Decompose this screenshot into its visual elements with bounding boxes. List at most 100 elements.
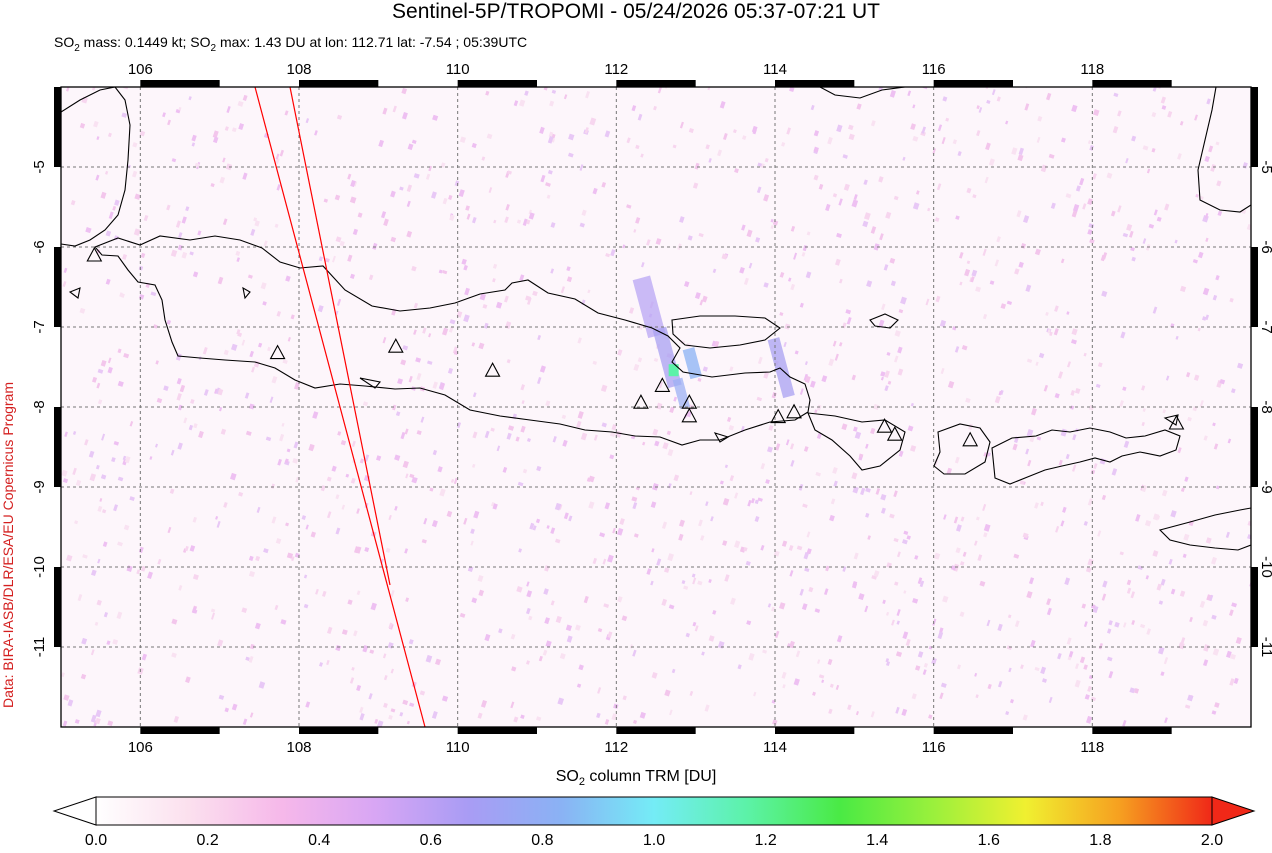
so2-pixel [408, 639, 414, 645]
frame-bar-top [457, 80, 537, 87]
so2-pixel [100, 474, 107, 480]
so2-pixel [237, 100, 244, 107]
so2-pixel [271, 516, 277, 524]
lat-label-left: -6 [31, 240, 48, 253]
so2-pixel [795, 650, 801, 658]
so2-pixel [589, 117, 597, 126]
so2-pixel [528, 212, 535, 220]
so2-pixel [1203, 659, 1209, 667]
triangle-icon [387, 338, 404, 353]
so2-pixel [184, 545, 189, 552]
so2-pixel [133, 228, 141, 236]
so2-pixel [1146, 628, 1152, 635]
so2-pixel [340, 440, 347, 446]
so2-pixel [860, 487, 866, 496]
colorbar-tick-label: 0.8 [531, 832, 554, 849]
so2-pixel [392, 404, 397, 411]
so2-pixel [192, 606, 197, 614]
so2-pixel [350, 477, 356, 484]
so2-pixel [85, 227, 92, 234]
so2-pixel [1204, 155, 1210, 163]
swath-edges [254, 87, 426, 727]
map-title: Sentinel-5P/TROPOMI - 05/24/2026 05:37-0… [392, 0, 880, 23]
colorbar-tick-label: 1.0 [642, 832, 666, 849]
so2-pixel [903, 590, 907, 594]
so2-pixel [937, 124, 943, 132]
so2-pixel [1202, 316, 1207, 321]
so2-pixel [323, 198, 329, 203]
so2-pixel [832, 193, 838, 198]
so2-pixel [1087, 558, 1094, 566]
so2-pixel [597, 627, 603, 633]
so2-pixel [416, 430, 422, 435]
lon-label-top: 114 [763, 61, 787, 78]
so2-pixel [359, 713, 365, 721]
so2-pixel [646, 239, 651, 246]
so2-pixel [774, 630, 780, 638]
so2-pixel [1233, 677, 1239, 684]
so2-pixel [1023, 215, 1030, 224]
so2-pixel [1018, 261, 1024, 268]
so2-pixel [1203, 435, 1208, 441]
sumatra-coastline [61, 87, 131, 247]
so2-pixel [96, 382, 101, 389]
so2-pixel [765, 479, 770, 485]
so2-pixel [708, 635, 715, 642]
so2-pixel [517, 481, 524, 487]
so2-pixel [502, 466, 508, 473]
so2-pixel [1087, 685, 1092, 692]
so2-pixel [315, 588, 319, 595]
so2-pixel [796, 545, 803, 551]
so2-pixel [806, 231, 811, 236]
so2-pixel [467, 566, 474, 573]
so2-pixel [282, 359, 288, 364]
so2-pixel [453, 477, 458, 485]
so2-pixel [971, 269, 978, 277]
so2-pixel [803, 373, 809, 381]
so2-pixel [723, 133, 728, 140]
so2-pixel [1055, 525, 1060, 533]
so2-pixel [932, 148, 937, 155]
so2-pixel [248, 570, 256, 578]
so2-pixel [322, 590, 327, 597]
so2-pixel [210, 183, 215, 188]
so2-pixel [449, 319, 456, 325]
so2-pixel [1141, 385, 1146, 391]
so2-pixel [427, 360, 433, 365]
so2-pixel [428, 165, 433, 172]
so2-pixel [526, 590, 533, 598]
so2-pixel [862, 220, 869, 228]
colorbar-label-rest: column TRM [DU] [584, 768, 717, 785]
so2-pixel [832, 340, 837, 347]
so2-pixel [672, 144, 677, 149]
so2-pixel [425, 173, 431, 180]
colorbar-label: SO2 column TRM [DU] [0, 768, 1272, 788]
frame-bar-top [299, 80, 379, 87]
so2-pixel [653, 105, 657, 111]
so2-pixel [897, 346, 903, 354]
so2-pixel [669, 709, 673, 716]
so2-pixel [139, 130, 146, 137]
so2-pixel [448, 326, 454, 333]
so2-pixel [801, 603, 808, 611]
so2-pixel [550, 222, 556, 228]
so2-pixel [95, 174, 100, 181]
so2-pixel [880, 371, 886, 377]
so2-pixel [238, 123, 245, 130]
so2-pixel [756, 186, 762, 194]
so2-pixel [911, 693, 917, 700]
so2-pixel [1180, 487, 1185, 492]
so2-pixel [62, 281, 67, 288]
so2-pixel [1050, 202, 1056, 209]
so2-pixel [561, 414, 567, 420]
so2-pixel [181, 251, 188, 259]
so2-pixel [216, 520, 221, 528]
so2-pixel [81, 637, 88, 645]
so2-pixel [886, 611, 890, 616]
so2-pixel [851, 374, 856, 381]
so2-pixel [255, 555, 261, 562]
so2-pixel [519, 99, 526, 107]
so2-pixel [337, 431, 342, 436]
so2-pixel [996, 236, 1001, 243]
so2-pixel [691, 573, 696, 578]
